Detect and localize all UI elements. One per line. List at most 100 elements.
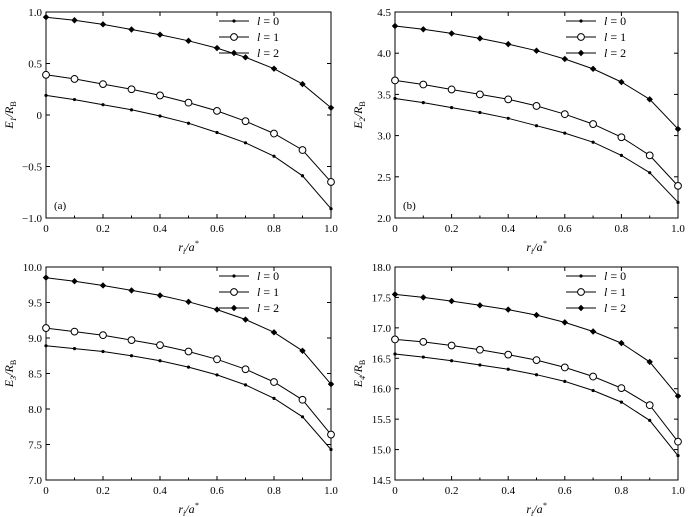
series-line [394,293,679,397]
legend-marker [579,19,583,23]
y-label-main: E [351,379,365,388]
data-point [560,363,569,372]
x-tick-label: 0.2 [96,485,110,497]
data-point [99,21,107,28]
legend-val: = 0 [260,14,279,28]
data-point [505,40,512,48]
data-point [129,108,134,112]
x-label-sub: i [183,509,185,517]
data-point [327,430,335,439]
data-point [184,347,193,356]
x-label-main: r [526,240,531,254]
y-label-main: E [2,379,16,388]
x-axis-label: ri/a* [178,239,198,256]
data-point [448,297,455,305]
y-tick-label: 3.5 [377,89,391,101]
data-point [99,282,107,289]
y-label-sub: 2 [358,117,367,121]
legend-label: l = 2 [257,46,279,60]
data-point [128,26,135,33]
y-label-main: E [351,121,365,130]
data-point [648,171,652,175]
x-axis-label: ri/a* [526,501,546,517]
y-tick-label: 18.0 [372,262,392,274]
data-point [327,380,335,388]
data-point [450,105,454,110]
x-label-rest: /a [532,502,542,516]
legend-label: l = 2 [257,301,279,315]
data-point [185,298,192,305]
data-point [476,90,484,99]
data-point [419,337,428,346]
data-point [419,80,428,89]
y-tick-label: −1.0 [22,213,42,225]
data-point [70,327,79,336]
legend-entry: l = 0 [219,14,279,28]
x-label-sup: * [195,501,199,510]
x-tick-label: 0.6 [558,223,572,235]
data-point [101,349,105,354]
y-tick-label: 16.0 [372,384,392,396]
legend-marker [579,274,583,278]
y-tick-label: 9.5 [28,298,42,310]
x-tick-label: 1.0 [324,485,338,497]
series-diamond [391,291,682,400]
data-point [420,26,427,33]
x-tick-label: 0 [392,485,398,497]
data-point [156,341,164,350]
data-point [215,130,219,135]
x-tick-label: 0 [392,223,398,235]
x-label-rest: /a [532,240,542,254]
data-point [329,207,333,211]
data-point [534,124,539,128]
x-label-main: r [526,502,531,516]
y-tick-label: 16.5 [372,353,392,365]
y-tick-label: 10.0 [23,262,43,274]
y-tick-label: 1.0 [28,7,42,19]
data-point [591,388,595,393]
data-point [186,365,191,369]
data-point [646,358,653,366]
data-point [213,44,221,52]
data-point [242,54,249,61]
data-point [270,65,278,72]
legend-val: = 2 [260,46,279,60]
series-line [45,94,332,210]
data-point [450,359,454,363]
y-label-sub2: B [9,360,18,365]
legend-marker [230,33,238,41]
y-tick-label: 0 [37,110,43,122]
series-dot [44,344,333,452]
y-tick-label: 3.0 [377,131,391,143]
y-tick-label: 15.5 [372,414,392,426]
series-line [394,79,679,187]
data-point [674,125,682,133]
legend-label: l = 0 [257,14,279,28]
x-label-sup: * [543,239,547,248]
x-tick-label: 1.0 [671,485,685,497]
series-dot [393,96,680,204]
data-point [213,306,221,313]
legend-var: l [604,30,608,44]
series-line [394,338,679,443]
data-point [158,114,162,118]
data-point [619,400,624,404]
legend-label: l = 1 [604,30,626,44]
data-point [589,120,597,128]
data-point [158,359,162,363]
y-tick-label: 9.0 [28,333,42,345]
legend-var: l [604,46,608,60]
data-point [447,341,456,350]
y-tick-label: 15.0 [372,445,392,457]
series-diamond [42,274,335,388]
y-label-sub: 3 [9,376,18,381]
legend-var: l [604,269,608,283]
legend-entry: l = 1 [566,30,626,44]
data-point [128,287,135,294]
x-tick-label: 0.4 [501,485,515,497]
data-point [561,55,568,63]
legend-val: = 1 [607,285,626,299]
data-point [270,378,278,386]
y-axis-label: E4/RB [351,360,367,388]
x-tick-label: 0.6 [210,223,224,235]
